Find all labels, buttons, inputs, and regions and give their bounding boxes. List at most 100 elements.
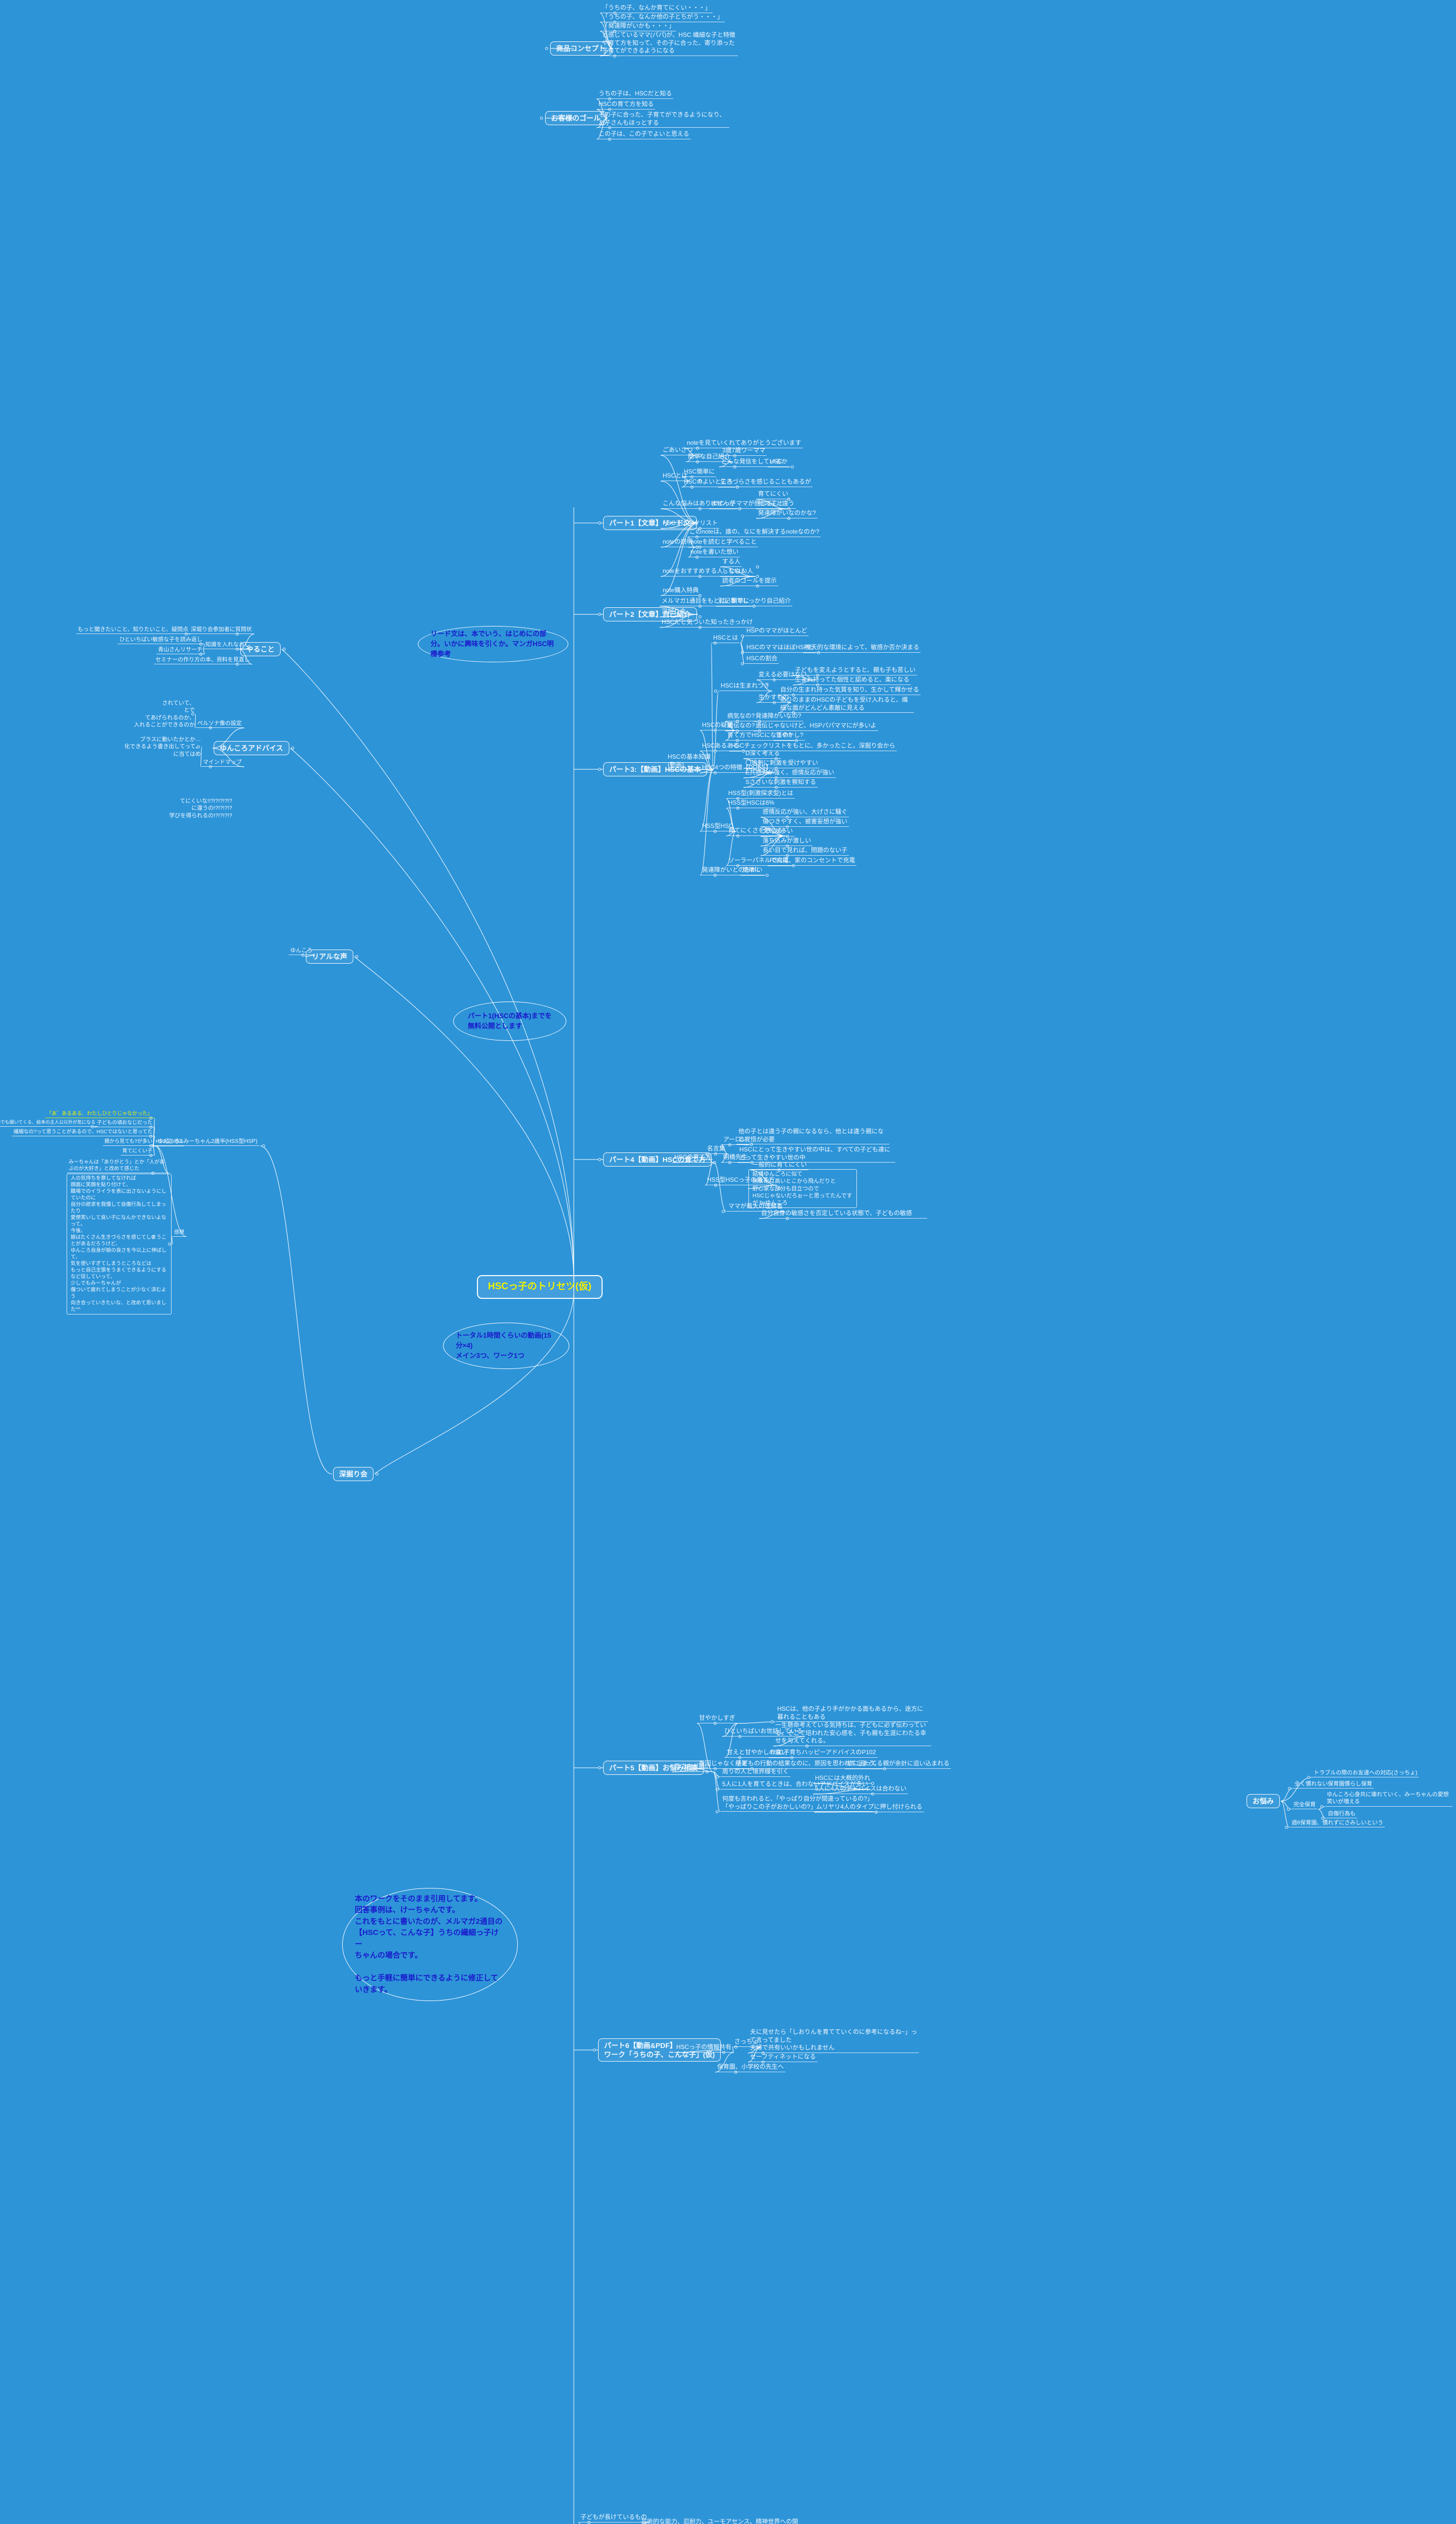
leaf-p5f1[interactable]: ムリヤリ4人のタイプに押し付けられる [815, 1803, 924, 1812]
leaf-pc2[interactable]: 「うちの子、なんか他の子とちがう・・・」 [601, 13, 725, 22]
note-e2[interactable]: リード文は、本でいう、はじめにの部分。いかに興味を引くか。マンガHSC明橋参考 [418, 626, 568, 662]
leaf-p4c2[interactable]: 結構ゆんころに似て 無鉄砲に高いとこから飛んだりと 野心家な部分も目立つので H… [748, 1169, 857, 1208]
leaf-fkb2[interactable]: 育てにくい子 [121, 1148, 154, 1155]
leaf-p4c1[interactable]: 一般的に育てにくい [751, 1161, 808, 1170]
leaf-p4b1a[interactable]: 他の子とは違う子の親になるなら、他とは違う親になる覚悟が必要 [737, 1128, 889, 1145]
leaf-p3b2[interactable]: HSCのママはほぼHSPだ [745, 644, 816, 653]
leaf-p1f2[interactable]: しない人 [721, 567, 748, 576]
leaf-p3g4[interactable]: ソーラーパネルで充電 [727, 857, 790, 866]
leaf-yaa[interactable]: ペルソナ像の設定 [196, 720, 243, 728]
leaf-ona[interactable]: トラブルの際のお友達への対応(さっちょ) [1312, 1769, 1419, 1778]
leaf-p2c[interactable]: HSCだと気づいた知ったきっかけ [660, 618, 754, 627]
leaf-p5e1[interactable]: HSCには大概的外れ [814, 1774, 872, 1783]
note-e3[interactable]: パート1(HSCの基本)までを 無料公開とします [453, 1002, 566, 1041]
leaf-pc1[interactable]: 「うちの子、なんか育てにくい・・・」 [601, 4, 713, 13]
leaf-p3c1b[interactable]: 生まれ持ってた個性と認めると、楽になる [793, 676, 911, 685]
leaf-p3b1[interactable]: HSPのママがほとんど [745, 627, 809, 636]
leaf-p5c1[interactable]: 子どもの行動の結果なのに、原因を思われてしまう。 [734, 1760, 882, 1769]
leaf-p1g[interactable]: note購入特典 [661, 587, 700, 596]
leaf-p2a[interactable]: メルマガ1通目をもとに、簡単に [660, 597, 751, 606]
leaf-p4d[interactable]: ママが最大の理解者 [727, 1202, 785, 1212]
leaf-p2a1[interactable]: 別記事でしっかり自己紹介 [717, 597, 793, 606]
leaf-yaa1[interactable]: されていて、 とで てあげられるのか、 入れることができるのか [134, 700, 195, 728]
topic-p5[interactable]: パート5【動画】お悩み相談 [603, 1761, 704, 1775]
leaf-p5b3a[interactable]: HSC子育ちハッピーアドバイスのP102 [769, 1749, 878, 1758]
leaf-p1f[interactable]: noteをおすすめする人・しない人 [661, 567, 755, 576]
leaf-p3d[interactable]: HSCの疑問 [700, 721, 735, 730]
leaf-p1d[interactable]: HSCチェックリスト [661, 519, 720, 529]
leaf-aori[interactable]: てにくいな!!?!?!?!?!? に違うの!?!?!?!? 学びを得られるの!?… [169, 798, 232, 819]
leaf-p4b[interactable]: 名言集 [706, 1145, 727, 1154]
leaf-p3f4[interactable]: Sささいな刺激を察知する [744, 778, 818, 787]
leaf-p3c1a[interactable]: 子どもを変えようとすると、親も子も苦しい [793, 666, 918, 675]
leaf-onc1[interactable]: ゆんころ心身共に壊れていく、みーちゃんの愛想笑いが増える [1325, 1791, 1452, 1807]
leaf-p5d[interactable]: 周りの人と境界線を引く [721, 1768, 791, 1777]
leaf-gl1[interactable]: うちの子は、HSCだと知る [597, 90, 674, 99]
leaf-p3f2[interactable]: 〇過剰に刺激を受けやすい [744, 759, 820, 768]
leaf-p4a[interactable]: HSCの育て方 [673, 1153, 713, 1163]
leaf-fkb3[interactable]: 繊細なの?って思うことがあるので、HSCではないと思ってた [12, 1129, 154, 1136]
leaf-fkb4[interactable]: なんでも聞いてくる、絵本の主人公以外が気になる [0, 1120, 97, 1127]
leaf-p1a1[interactable]: noteを見ていくれてありがとうございます [685, 439, 803, 448]
leaf-fkd[interactable]: 感想 [173, 1229, 186, 1237]
leaf-p1f3[interactable]: 読者のゴールを提示 [721, 577, 779, 586]
leaf-p3f[interactable]: HSC4つの特徴【DOES】 [700, 764, 774, 773]
leaf-pwa[interactable]: 子どもが長けているもの [579, 2513, 649, 2522]
leaf-p3b3[interactable]: HSCの割合 [745, 655, 779, 664]
leaf-pwa1a[interactable]: 芸術的な能力、忍耐力、ユーモアセンス、精神世界への関心、知性、社会的公正への関心 [639, 2518, 810, 2524]
leaf-p6b2[interactable]: セーフティネットになる [748, 2053, 818, 2062]
leaf-p5a[interactable]: 育て方が悪い [673, 1763, 713, 1772]
leaf-p5b2[interactable]: ひといちばいお世話している [723, 1727, 804, 1737]
leaf-p3e1[interactable]: HSCチェックリストをもとに、多かったこと。深掘り会から [730, 742, 897, 751]
leaf-p1e[interactable]: noteの説明 [661, 538, 694, 547]
topic-pc[interactable]: 商品コンセプト [550, 41, 612, 56]
leaf-ond[interactable]: 週6保育園、慣れずにさみしいという [1290, 1819, 1385, 1828]
leaf-onc2[interactable]: 自傷行為も [1326, 1810, 1357, 1819]
leaf-p5e2[interactable]: 5人に4人のアドバイスは合わない [814, 1785, 908, 1794]
leaf-p1a2a[interactable]: 3歳7歳ワーママ [721, 447, 767, 456]
leaf-p3g1[interactable]: HSS型(刺激探求型)とは [727, 790, 795, 799]
leaf-p3d3a[interactable]: 甘やかし? [774, 731, 805, 741]
leaf-p6a[interactable]: HSCっ子の情報共有 [675, 2043, 733, 2053]
leaf-gl3[interactable]: その子に合った、子育てができるようになり、お子さんもほっとする [597, 111, 729, 128]
topic-p1[interactable]: パート1【文章】リード文 [603, 516, 697, 531]
leaf-gl2[interactable]: HSCの育て方を知る [597, 100, 656, 110]
leaf-fkb1[interactable]: 親から見ても?が多い [102, 1138, 154, 1146]
leaf-fkd1[interactable]: 人の気持ちを察してなければ 顔面に笑顔を貼り付けて、 職場でのイライラを表に出さ… [67, 1174, 172, 1314]
leaf-p3c2a[interactable]: 自分の生まれ持った気質を知り、生かして輝かせる [779, 686, 921, 695]
leaf-pc4[interactable]: と感じているママ(パパ)が、HSC 繊細な子と特徴や育て方を知って、その子に合っ… [601, 31, 738, 56]
leaf-p3c[interactable]: HSCは生まれつき [719, 682, 772, 691]
leaf-p3g2[interactable]: HSS型HSCは6% [727, 799, 776, 808]
leaf-p3c2[interactable]: 生かすもの [757, 694, 791, 703]
topic-p3[interactable]: パート3:【動画】HSCの基本 [603, 762, 708, 777]
leaf-p5b2a[interactable]: 一生懸命考えている気持ちは、子どもに必ず伝わっている。そこで培われた安心感を、子… [774, 1721, 931, 1746]
leaf-p3f3[interactable]: E共感力が強く、感情反応が強い [744, 769, 836, 778]
topic-fk[interactable]: 深掘り会 [333, 1467, 373, 1482]
leaf-pc3[interactable]: 「発達障がいかも・・・」 [601, 22, 677, 31]
leaf-p5c[interactable]: 原因じゃなく結果 [697, 1760, 749, 1769]
topic-rv[interactable]: リアルな声 [306, 950, 353, 964]
leaf-rva[interactable]: ゆんころ [289, 947, 314, 956]
topic-on[interactable]: お悩み [1247, 1794, 1280, 1809]
leaf-p1e1[interactable]: このnoteは、誰の、なにを解決するnoteなのか? [688, 528, 821, 537]
leaf-p3c1[interactable]: 変える必要はない。 [757, 671, 815, 680]
leaf-p3g3c[interactable]: 文句が多い [761, 827, 795, 836]
leaf-p3b2a[interactable]: 後天的な環境によって、敏感か否か決まる [803, 644, 921, 653]
leaf-ykb1[interactable]: ひといちばい敏感な子を読み返し [118, 636, 204, 645]
leaf-p5b[interactable]: 甘やかしすぎ [697, 1714, 737, 1723]
leaf-p3d3[interactable]: 育て方でHSCになるの? [726, 731, 794, 741]
leaf-ykc[interactable]: セミナーの作り方の本、資料を見直し [154, 656, 251, 665]
leaf-p1c1c[interactable]: 発達障がいなのかな? [757, 509, 818, 518]
leaf-p1e2[interactable]: noteを読むと学べること [689, 538, 759, 547]
topic-gl[interactable]: お客様のゴール [545, 111, 607, 126]
leaf-p3c2b[interactable]: ありのままのHSCの子どもを受け入れると、繊細な面がどんどん素敵に見える [779, 696, 914, 713]
leaf-p3g3[interactable]: 育てにくさを感じる [727, 827, 784, 836]
leaf-p5f[interactable]: 何度も言われると、「やっぱり自分が間違っているの?」「やっぱりこの子がおかしいの… [721, 1795, 873, 1812]
leaf-p5b1[interactable]: HSCは、他の子より手がかかる面もあるから、途方に暮れることもある [776, 1705, 928, 1722]
leaf-p3f1[interactable]: D深く考える [744, 750, 782, 759]
leaf-p1a2[interactable]: 簡単な自己紹介 [686, 453, 732, 462]
leaf-p3h[interactable]: 発達障がいとのちがい [700, 866, 764, 875]
leaf-p1f1[interactable]: する人 [721, 558, 742, 567]
leaf-p3g3e[interactable]: 長い目で見れば、問題のない子 [761, 847, 849, 856]
